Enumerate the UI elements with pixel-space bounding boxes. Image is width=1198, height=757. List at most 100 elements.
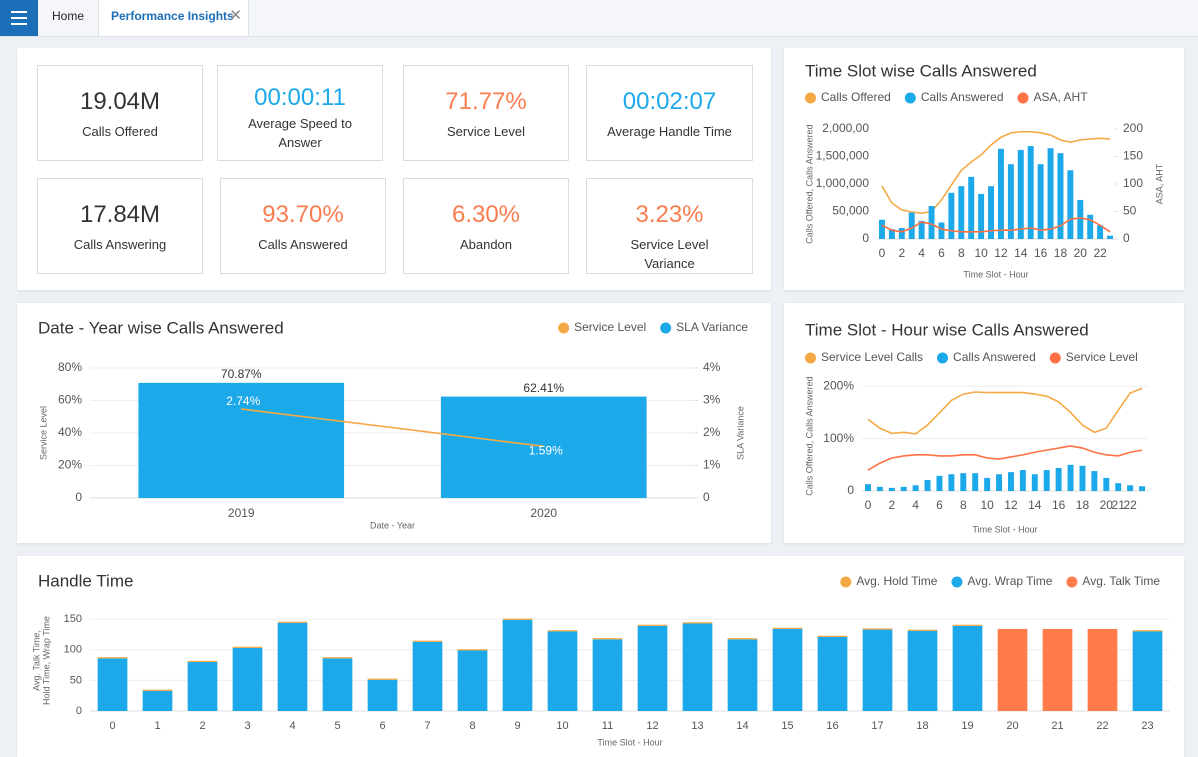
chart-card xyxy=(784,48,1184,290)
bar-segment xyxy=(997,628,1028,711)
x-tick-label: 2020 xyxy=(530,506,557,520)
bar-segment xyxy=(727,639,758,711)
kpi: 71.77% Service Level xyxy=(403,65,569,161)
bar-segment xyxy=(1132,631,1163,711)
bar xyxy=(1007,164,1014,239)
x-tick-label: 12 xyxy=(994,246,1008,260)
y2-tick-label: 1% xyxy=(703,458,721,472)
bar xyxy=(1067,170,1074,239)
x-tick-label: 2 xyxy=(199,720,205,732)
x-tick-label: 14 xyxy=(736,720,748,732)
line xyxy=(881,217,1111,233)
x-tick-label: 14 xyxy=(1028,498,1042,512)
tab-label: Performance Insights xyxy=(111,9,234,23)
bar xyxy=(876,486,883,491)
legend-marker xyxy=(1049,352,1061,364)
legend-marker xyxy=(1017,92,1029,104)
x-tick-label: 0 xyxy=(879,246,886,260)
x-tick-label: 21 xyxy=(1051,720,1063,732)
bar-segment xyxy=(952,625,983,711)
bar-segment xyxy=(862,629,893,711)
bar xyxy=(928,206,935,239)
y2-tick-label: 4% xyxy=(703,360,721,374)
x-tick-label: 2 xyxy=(898,246,905,260)
x-tick-label: 0 xyxy=(865,498,872,512)
bar-segment xyxy=(142,689,173,691)
chart-title: Time Slot wise Calls Answered xyxy=(805,61,1037,80)
bar-segment xyxy=(457,649,488,651)
y-axis-label: Service Level xyxy=(38,406,48,460)
x-tick-label: 19 xyxy=(961,720,973,732)
kpi: 00:02:07 Average Handle Time xyxy=(586,65,753,161)
kpi-value: 3.23% xyxy=(635,201,704,228)
x-tick-label: 18 xyxy=(1054,246,1068,260)
x-tick-label: 8 xyxy=(958,246,965,260)
x-tick-label: 6 xyxy=(938,246,945,260)
bar-value-label: 62.41% xyxy=(523,381,564,395)
kpi: 17.84M Calls Answering xyxy=(37,178,203,274)
close-icon[interactable]: ✕ xyxy=(229,7,242,24)
x-tick-label: 4 xyxy=(289,720,295,732)
bar-segment xyxy=(682,623,713,711)
bar-segment xyxy=(547,631,578,711)
bar xyxy=(1107,235,1114,239)
y2-tick-label: 50 xyxy=(1123,204,1137,218)
chart-title: Time Slot - Hour wise Calls Answered xyxy=(805,320,1089,339)
x-tick-label: 10 xyxy=(980,498,994,512)
bar xyxy=(1057,153,1064,239)
chart-card xyxy=(784,303,1184,543)
legend-marker xyxy=(805,92,816,104)
kpi-label: Calls Answering xyxy=(73,237,167,252)
kpi-label: Average Speed to Answer xyxy=(248,116,352,150)
y-tick-label: 150 xyxy=(64,613,82,625)
bar xyxy=(138,382,345,498)
x-tick-label: 2019 xyxy=(228,506,255,520)
x-tick-label: 23 xyxy=(1141,720,1153,732)
y2-tick-label: 3% xyxy=(703,393,721,407)
y-tick-label: 0 xyxy=(862,231,869,245)
y-tick-label: 2,000,00 xyxy=(822,121,869,135)
bar xyxy=(984,477,991,491)
legend-marker xyxy=(805,352,816,364)
bar xyxy=(898,228,905,239)
bar-segment xyxy=(367,678,398,680)
bar-segment xyxy=(907,629,938,631)
bar-segment xyxy=(817,635,848,637)
line xyxy=(241,408,544,448)
bar-segment xyxy=(97,657,128,659)
legend-marker xyxy=(951,576,963,588)
bar-segment xyxy=(592,639,623,711)
x-tick-label: 1 xyxy=(154,720,160,732)
menu-button[interactable] xyxy=(0,0,38,36)
bar xyxy=(1017,149,1024,239)
bar-segment xyxy=(1042,628,1073,711)
legend-label: Service Level xyxy=(1066,350,1138,364)
legend-marker xyxy=(937,352,949,364)
x-tick-label: 17 xyxy=(871,720,883,732)
x-tick-label: 12 xyxy=(1004,498,1018,512)
tab[interactable]: Home xyxy=(52,9,85,23)
y-tick-label: 40% xyxy=(58,425,82,439)
bar xyxy=(1139,486,1146,491)
x-tick-label: 20 xyxy=(1100,498,1114,512)
line-value-label: 2.74% xyxy=(226,394,260,408)
bar xyxy=(1087,214,1094,239)
bar xyxy=(900,486,907,491)
y-tick-label: 1,500,000 xyxy=(816,149,870,163)
bar xyxy=(1097,225,1104,239)
x-tick-label: 8 xyxy=(469,720,475,732)
legend-label: Calls Answered xyxy=(921,90,1004,104)
kpi-value: 6.30% xyxy=(451,201,521,228)
bar-segment xyxy=(637,624,668,626)
y-tick-label: 200% xyxy=(823,378,854,392)
legend-label: Service Level xyxy=(574,320,646,334)
bar-segment xyxy=(772,628,803,711)
y-tick-label: 100 xyxy=(64,644,82,656)
bar xyxy=(1127,485,1134,491)
bar-segment xyxy=(547,630,578,632)
y-tick-label: 60% xyxy=(58,393,82,407)
y-tick-label: 50 xyxy=(70,674,82,686)
bar-segment xyxy=(187,660,218,663)
tab[interactable]: Performance Insights ✕ xyxy=(98,0,249,36)
